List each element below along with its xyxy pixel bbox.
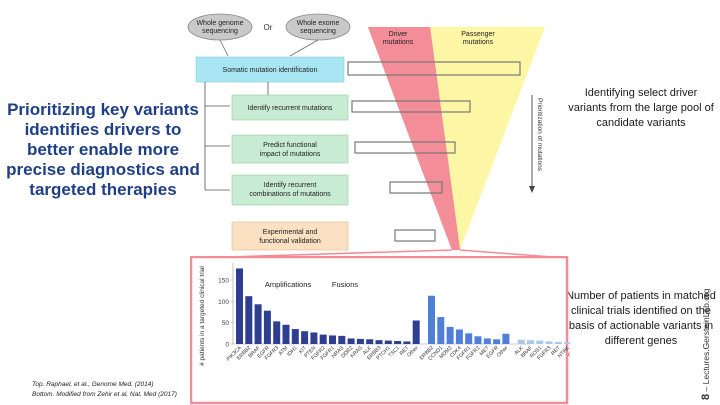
section-label: Fusions (332, 280, 359, 289)
bar (319, 334, 327, 344)
bar (493, 339, 501, 344)
bar (254, 304, 262, 344)
step-combo-bar (389, 181, 443, 194)
section-label: Amplifications (265, 280, 312, 289)
footer-source: Lectures.GersteinLab.org (701, 288, 711, 385)
col-driver-1: Driver (389, 31, 408, 38)
bar (273, 321, 281, 344)
bar (356, 338, 364, 344)
bar (236, 268, 243, 344)
step-impact-bar (354, 141, 456, 154)
bar (483, 338, 491, 344)
bar (338, 335, 346, 344)
source-wgs-label-1: Whole genome (196, 20, 243, 27)
footer-sep: – (701, 386, 711, 392)
bar (437, 317, 445, 344)
bar (245, 296, 253, 344)
y-tick-label: 100 (218, 299, 229, 306)
slide-title: Prioritizing key variants identifies dri… (6, 100, 200, 199)
bar (263, 310, 271, 344)
step-recurrent-label: Identify recurrent mutations (248, 105, 333, 112)
step-validation-bar (394, 229, 436, 242)
x-tick-label: Other (567, 345, 570, 359)
bar (384, 340, 392, 344)
bar (545, 341, 553, 344)
or-label: Or (264, 23, 273, 32)
step-validation-label-2: functional validation (259, 238, 321, 245)
bar (403, 341, 411, 344)
bar (366, 339, 374, 344)
step-validation-box (231, 221, 349, 251)
step-combo-label-1: Identify recurrent (264, 182, 317, 189)
col-driver-2: mutations (383, 39, 414, 46)
bar (474, 336, 482, 344)
bar (375, 340, 383, 344)
bar (502, 333, 510, 344)
clinical-trial-chart: # patients in a targeted clinical trial … (190, 256, 570, 405)
step-recurrent-box (231, 94, 349, 121)
x-tick-label: ALK (513, 345, 525, 357)
bar (291, 329, 299, 344)
workflow-diagram: Whole genome sequencing Or Whole exome s… (187, 13, 567, 259)
step-combinations-box (231, 174, 349, 206)
step-validation-label-1: Experimental and (263, 229, 318, 236)
col-passenger-1: Passenger (461, 31, 495, 38)
bar (347, 338, 355, 344)
x-tick-label: KIT (298, 345, 309, 356)
bar (536, 340, 544, 344)
step-impact-label-2: impact of mutations (260, 151, 321, 158)
prioritization-label: Prioritization of mutations (536, 98, 543, 172)
bar (455, 329, 463, 344)
page-number: 8 (700, 393, 712, 400)
step-impact-label-1: Predict functional (263, 142, 317, 149)
bar (301, 331, 309, 344)
bar (465, 333, 473, 344)
step-combo-label-2: combinations of mutations (249, 191, 331, 198)
bar (329, 335, 336, 344)
y-tick-label: 150 (218, 277, 229, 284)
bar (446, 326, 454, 344)
source-wgs (187, 13, 253, 41)
bar (517, 339, 525, 344)
bar (310, 332, 318, 344)
step-somatic-box (195, 56, 345, 83)
bar (564, 342, 570, 344)
citation-bottom: Bottom. Modified from Zehir et al, Nat. … (32, 391, 177, 398)
bar (412, 320, 420, 344)
col-passenger-2: mutations (463, 39, 494, 46)
bar (282, 324, 290, 344)
bar (554, 341, 562, 344)
source-wes-label-2: sequencing (300, 28, 336, 35)
chart-frame (190, 256, 569, 405)
note-bottom: Number of patients in matched clinical t… (566, 290, 716, 347)
y-tick-label: 0 (225, 342, 229, 349)
step-impact-box (231, 134, 349, 164)
citation-top: Top. Raphael, et al., Genome Med. (2014) (32, 381, 154, 388)
flow-lines (204, 82, 230, 191)
bar (527, 340, 534, 344)
source-wes (285, 13, 351, 41)
footer-vertical: 8 – Lectures.GersteinLab.org (700, 260, 712, 400)
step-somatic-label: Somatic mutation identification (223, 67, 318, 74)
x-tick-label: ATM (278, 345, 290, 357)
bar (428, 295, 435, 344)
bar (394, 341, 402, 344)
x-tick-label: ALK (362, 345, 374, 357)
note-top: Identifying select driver variants from … (568, 87, 714, 129)
step-recurrent-bar (351, 100, 471, 113)
step-somatic-bar (347, 61, 521, 76)
y-tick-label: 50 (222, 320, 230, 327)
chart-ylabel: # patients in a targeted clinical trial (199, 266, 206, 366)
source-wgs-label-2: sequencing (202, 28, 238, 35)
source-wes-label-1: Whole exome (297, 20, 340, 27)
passenger-funnel (430, 27, 545, 250)
